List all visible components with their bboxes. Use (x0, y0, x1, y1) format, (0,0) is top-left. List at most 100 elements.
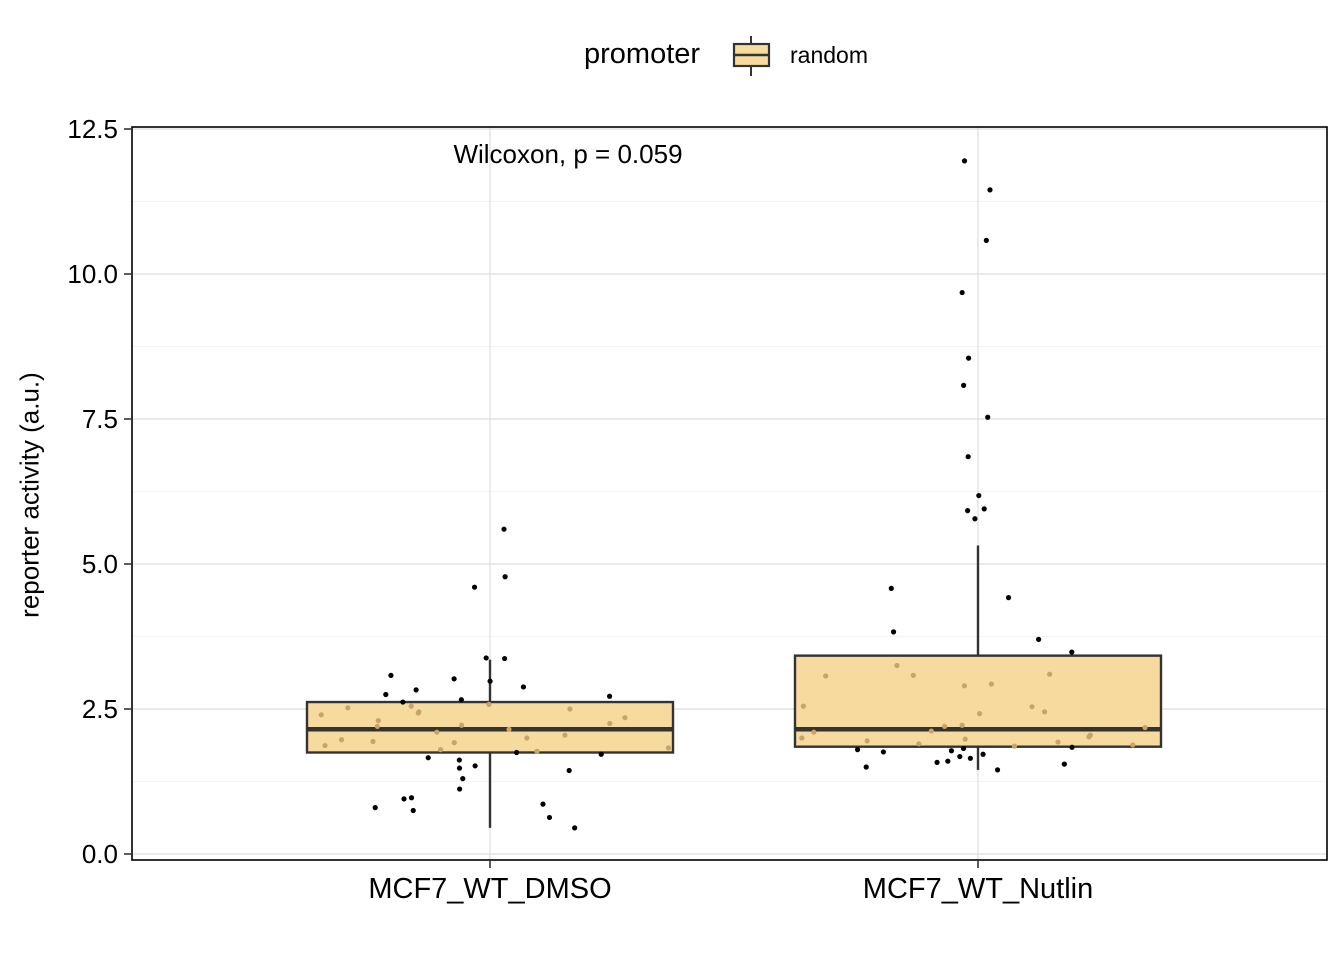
data-point (434, 729, 440, 735)
data-point (983, 237, 989, 243)
y-tick-label: 2.5 (82, 694, 118, 724)
x-tick-label: MCF7_WT_Nutlin (863, 873, 1093, 905)
data-point (967, 755, 973, 761)
data-point (1041, 709, 1048, 715)
data-point (864, 738, 870, 744)
data-point (880, 749, 887, 755)
data-point (408, 795, 415, 801)
data-point (854, 747, 861, 753)
data-point (799, 735, 805, 741)
data-point (388, 672, 394, 678)
data-point (520, 684, 527, 690)
data-point (456, 757, 462, 763)
y-tick-label: 5.0 (82, 549, 118, 579)
data-point (976, 492, 982, 499)
data-point (961, 683, 968, 689)
boxplots (305, 545, 1163, 828)
data-point (372, 805, 378, 811)
data-point (980, 751, 986, 757)
data-point (413, 687, 419, 693)
data-point (959, 289, 965, 296)
data-point (934, 759, 940, 765)
data-point (965, 454, 971, 460)
data-point (800, 703, 807, 709)
data-point (375, 718, 381, 724)
data-point (345, 705, 351, 711)
data-point (572, 825, 578, 831)
data-point (451, 740, 457, 746)
wilcoxon-annotation: Wilcoxon, p = 0.059 (453, 139, 682, 169)
data-point (960, 745, 967, 752)
data-point (823, 673, 829, 679)
data-point (408, 703, 414, 709)
data-point (1029, 704, 1035, 710)
data-point (948, 748, 955, 754)
data-point (894, 662, 900, 669)
data-point (502, 655, 508, 662)
data-point (1069, 649, 1075, 655)
data-points (318, 158, 1148, 831)
data-point (534, 748, 540, 754)
y-axis-label: reporter activity (a.u.) (14, 372, 45, 618)
data-point (567, 706, 573, 712)
data-point (471, 584, 478, 590)
data-point (383, 691, 389, 698)
data-point (456, 765, 463, 771)
data-point (1055, 739, 1061, 745)
plot-panel-border (131, 126, 1328, 861)
data-point (1047, 671, 1053, 677)
data-point (460, 776, 466, 782)
data-point (985, 414, 991, 420)
data-point (1069, 744, 1075, 750)
data-point (506, 726, 512, 732)
data-point (322, 742, 328, 749)
y-tick-label: 0.0 (82, 839, 118, 869)
data-point (318, 712, 324, 718)
legend-label-random: random (790, 42, 868, 68)
data-point (598, 751, 604, 757)
data-point (486, 701, 492, 707)
x-tick-label: MCF7_WT_DMSO (368, 873, 611, 905)
data-point (863, 764, 869, 770)
data-point (1130, 742, 1136, 748)
data-point (566, 767, 572, 774)
data-point (483, 655, 489, 661)
data-point (962, 736, 968, 742)
data-point (338, 737, 345, 743)
y-axis: 0.0 2.5 5.0 7.5 10.0 12.5 (67, 114, 132, 869)
data-point (502, 574, 508, 580)
y-tick-label: 12.5 (67, 114, 118, 144)
data-point (994, 767, 1001, 773)
data-point (916, 741, 922, 747)
data-point (811, 729, 817, 735)
data-point (959, 722, 965, 728)
data-point (458, 697, 464, 703)
data-point (524, 735, 530, 741)
data-point (961, 158, 968, 164)
data-point (458, 722, 465, 728)
y-tick-label: 7.5 (82, 404, 118, 434)
data-point (977, 711, 983, 717)
data-point (410, 807, 416, 814)
data-point (607, 720, 613, 727)
data-point (562, 732, 568, 738)
data-point (910, 672, 916, 678)
data-point (622, 715, 628, 721)
data-point (370, 738, 376, 745)
y-tick-label: 10.0 (67, 259, 118, 289)
data-point (957, 753, 963, 760)
data-point (501, 526, 507, 532)
data-point (987, 187, 993, 193)
data-point (472, 763, 478, 769)
data-point (513, 749, 520, 756)
data-point (1142, 724, 1148, 731)
box-MCF7_WT_Nutlin (793, 654, 1163, 748)
data-point (1036, 636, 1042, 643)
data-point (1061, 761, 1067, 767)
data-point (437, 747, 444, 753)
data-point (1005, 595, 1012, 601)
data-point (540, 801, 546, 807)
data-point (665, 745, 672, 751)
data-point (888, 585, 894, 591)
data-point (546, 814, 553, 821)
